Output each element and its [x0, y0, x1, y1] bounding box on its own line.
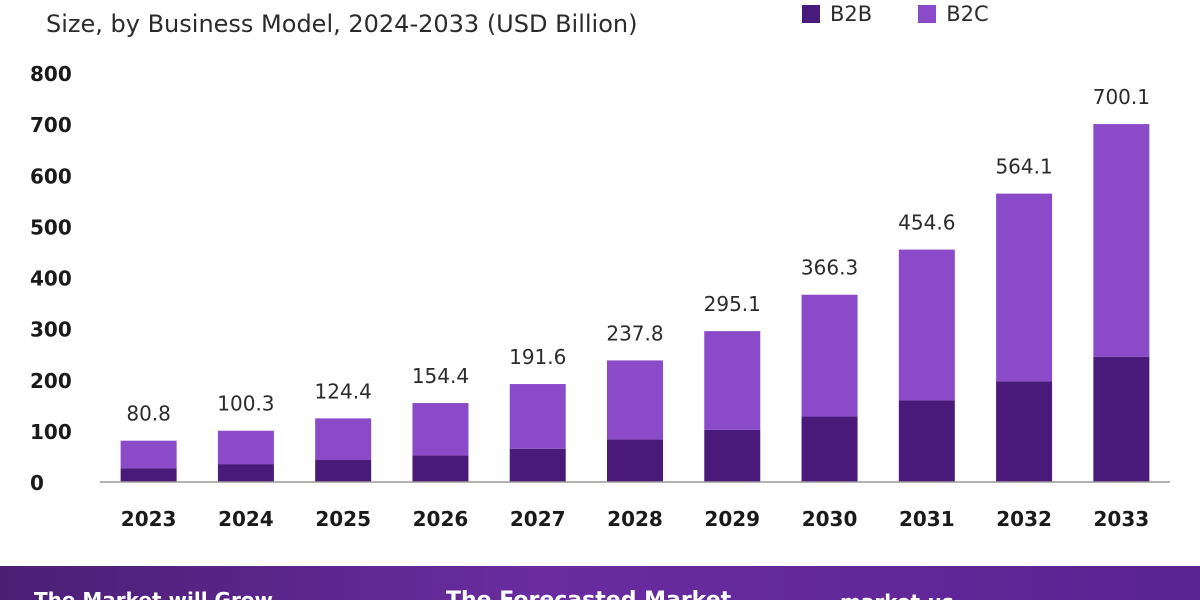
y-tick-label: 600 — [30, 164, 72, 188]
bar-b2b — [607, 439, 663, 482]
bar-b2c — [412, 403, 469, 456]
bar-b2c — [509, 384, 566, 449]
footer-mid-text: The Forecasted Market — [446, 588, 731, 600]
bar-b2c — [607, 360, 663, 440]
chart-legend: B2B B2C — [802, 2, 989, 26]
x-tick-label: 2025 — [315, 507, 371, 531]
legend-label-b2b: B2B — [830, 2, 873, 26]
bar-b2b — [412, 455, 469, 482]
bar-b2b — [996, 381, 1053, 482]
footer-right-text: market.us — [840, 590, 954, 600]
bar-b2b — [801, 416, 858, 482]
legend-item-b2b: B2B — [802, 2, 872, 26]
y-tick-label: 400 — [30, 267, 72, 291]
x-tick-label: 2032 — [996, 507, 1052, 531]
bar-total-label: 366.3 — [801, 256, 858, 280]
y-tick-label: 100 — [30, 420, 72, 444]
bar-total-label: 100.3 — [217, 392, 274, 416]
bar-b2c — [801, 294, 858, 417]
bar-b2b — [509, 448, 566, 482]
x-tick-label: 2033 — [1094, 507, 1150, 531]
x-tick-label: 2028 — [607, 507, 663, 531]
footer-left-text: The Market will Grow — [34, 588, 274, 600]
stacked-bar-chart: 0 100 200 300 400 500 600 700 800 80.8 2023 100.3 20… — [30, 62, 1170, 531]
bar-b2b — [120, 468, 177, 482]
legend-swatch-b2c — [918, 5, 937, 23]
bar-b2c — [1093, 124, 1150, 357]
x-tick-label: 2029 — [704, 507, 760, 531]
footer-banner: The Market will Grow The Forecasted Mark… — [0, 566, 1200, 600]
bar-total-label: 80.8 — [126, 402, 171, 426]
y-tick-label: 800 — [30, 62, 72, 86]
legend-item-b2c: B2C — [918, 2, 989, 26]
y-tick-label: 200 — [30, 369, 72, 393]
bar-b2c — [996, 193, 1053, 382]
bar-b2c — [704, 331, 761, 430]
legend-swatch-b2b — [802, 5, 820, 23]
legend-label-b2c: B2C — [946, 2, 989, 26]
bar-b2b — [217, 464, 274, 482]
y-tick-label: 0 — [30, 471, 44, 495]
bar-total-label: 237.8 — [606, 321, 663, 345]
bar-b2c — [315, 418, 372, 461]
bar-total-label: 154.4 — [412, 364, 469, 388]
bar-b2c — [120, 440, 177, 469]
x-tick-label: 2031 — [899, 507, 955, 531]
bar-b2b — [704, 429, 761, 482]
bar-total-label: 564.1 — [995, 155, 1052, 179]
bar-total-label: 124.4 — [315, 379, 372, 403]
x-tick-label: 2026 — [413, 507, 469, 531]
bar-total-label: 295.1 — [704, 292, 761, 316]
y-tick-label: 500 — [30, 215, 72, 239]
bar-b2b — [898, 400, 955, 482]
x-tick-label: 2023 — [121, 507, 177, 531]
bar-total-label: 454.6 — [898, 211, 955, 235]
x-tick-label: 2030 — [802, 507, 858, 531]
bar-b2c — [217, 430, 274, 465]
chart-subtitle: Size, by Business Model, 2024-2033 (USD … — [46, 10, 638, 38]
y-tick-label: 300 — [30, 318, 72, 342]
bar-b2b — [315, 460, 372, 482]
bar-total-label: 700.1 — [1093, 85, 1150, 109]
y-tick-label: 700 — [30, 113, 72, 137]
bar-b2b — [1093, 356, 1150, 482]
bar-total-label: 191.6 — [509, 345, 566, 369]
bar-b2c — [898, 249, 955, 401]
x-tick-label: 2027 — [510, 507, 566, 531]
x-tick-label: 2024 — [218, 507, 274, 531]
